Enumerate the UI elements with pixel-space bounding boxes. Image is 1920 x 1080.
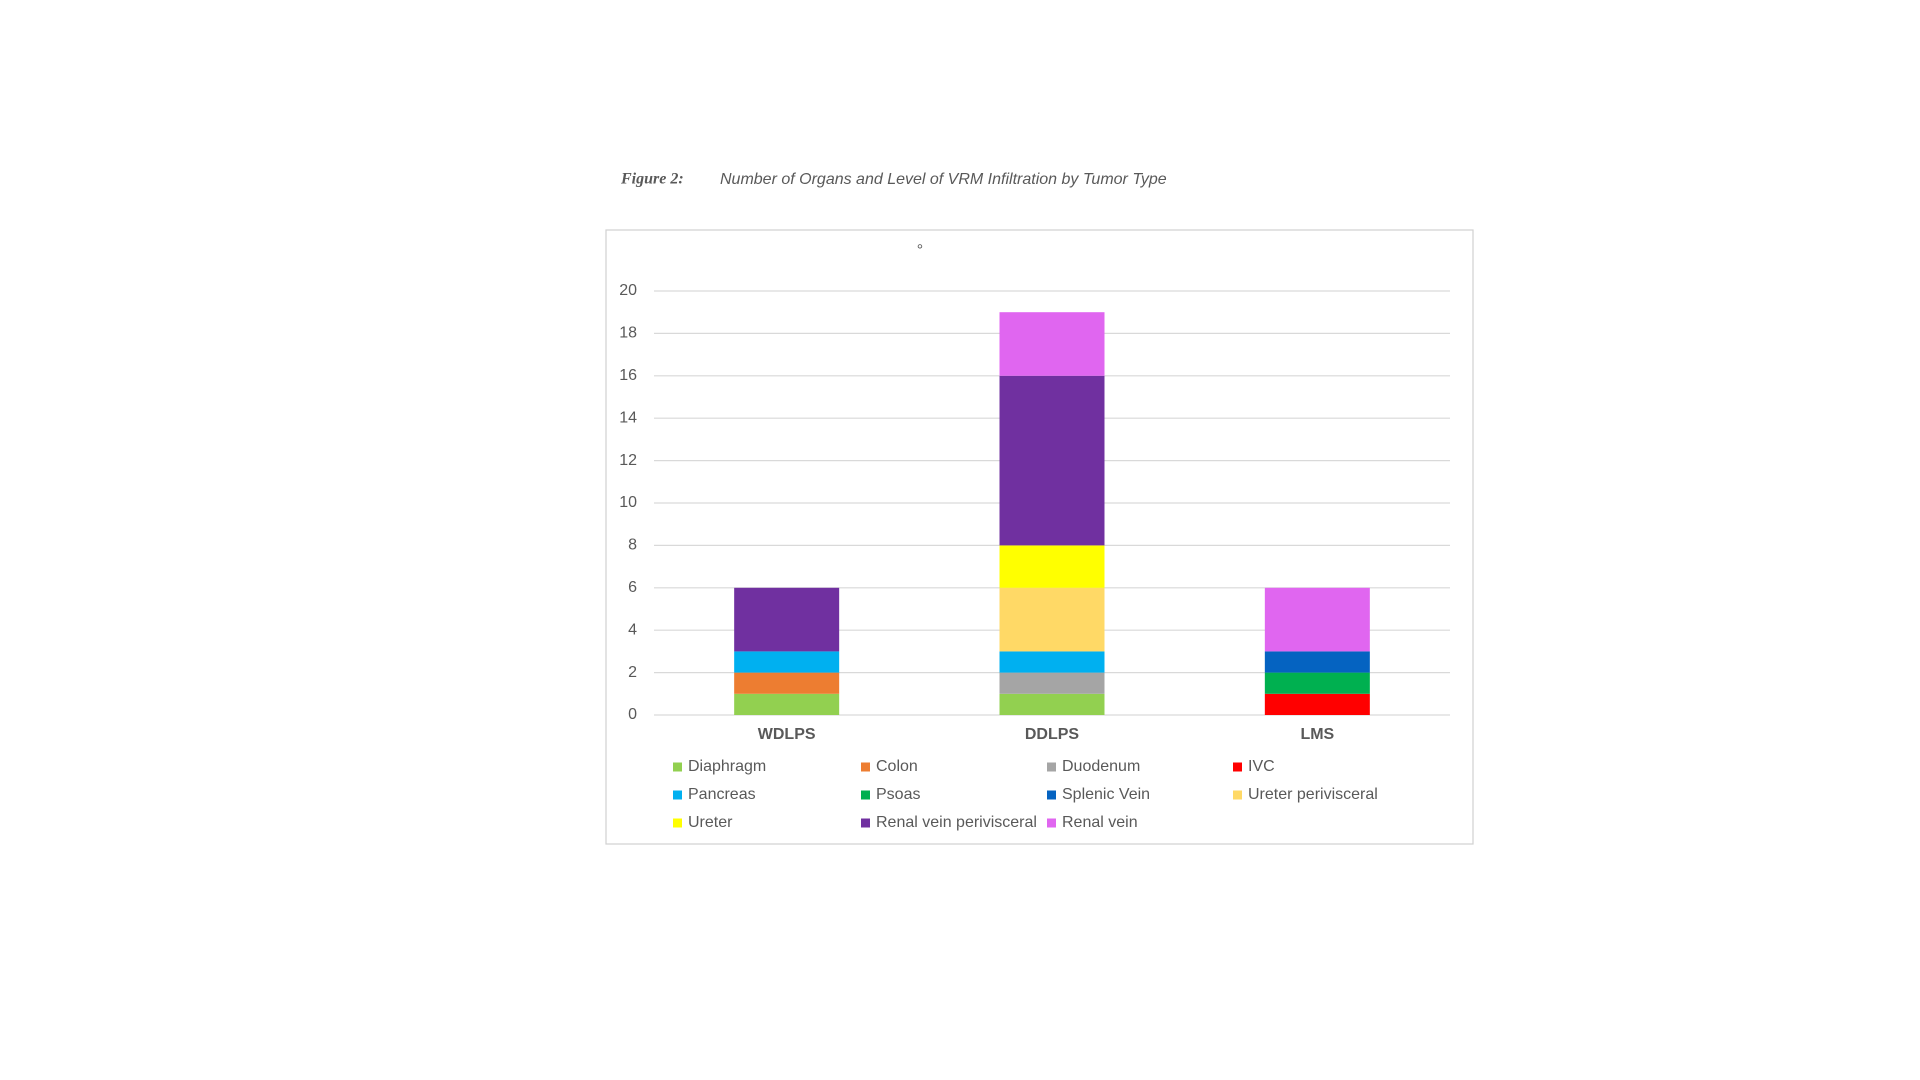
legend-label: Renal vein perivisceral — [876, 814, 1037, 831]
y-tick-label: 0 — [628, 706, 637, 723]
chart-title: Number of Organs and Level of VRM Infilt… — [720, 171, 1167, 188]
bar-segment — [734, 672, 840, 694]
bar-segment — [999, 651, 1105, 673]
legend-swatch — [673, 790, 682, 800]
legend-label: Colon — [876, 758, 918, 775]
bar-segment — [999, 693, 1105, 715]
legend-label: Diaphragm — [688, 758, 766, 775]
bar-segment — [999, 375, 1105, 546]
bar-segment — [734, 587, 840, 652]
bar-segment — [1264, 651, 1370, 673]
legend-swatch — [1233, 762, 1242, 772]
bar-segment — [734, 651, 840, 673]
y-tick-label: 12 — [619, 452, 637, 469]
legend-swatch — [861, 762, 870, 772]
legend-swatch — [1047, 762, 1056, 772]
legend-swatch — [1047, 818, 1056, 828]
bar-segment — [999, 545, 1105, 588]
legend-label: IVC — [1248, 758, 1275, 775]
bar-segment — [1264, 693, 1370, 715]
x-tick-label: WDLPS — [758, 726, 816, 743]
y-tick-label: 18 — [619, 325, 637, 342]
legend-label: Ureter — [688, 814, 733, 831]
bar-segment — [999, 587, 1105, 652]
bar-segment — [999, 312, 1105, 376]
legend-label: Duodenum — [1062, 758, 1140, 775]
legend-label: Psoas — [876, 786, 920, 803]
bar-segment — [1264, 587, 1370, 652]
legend-swatch — [1233, 790, 1242, 800]
legend-swatch — [673, 762, 682, 772]
y-tick-label: 2 — [628, 664, 637, 681]
y-tick-label: 8 — [628, 537, 637, 554]
y-tick-label: 16 — [619, 367, 637, 384]
y-tick-label: 20 — [619, 282, 637, 299]
legend-swatch — [861, 818, 870, 828]
legend-label: Pancreas — [688, 786, 756, 803]
legend-label: Ureter perivisceral — [1248, 786, 1378, 803]
y-tick-label: 10 — [619, 494, 637, 511]
y-tick-label: 6 — [628, 579, 637, 596]
bar-segment — [734, 693, 840, 715]
y-tick-label: 4 — [628, 621, 637, 638]
legend-swatch — [673, 818, 682, 828]
figure-label: Figure 2: — [620, 171, 684, 188]
legend-label: Splenic Vein — [1062, 786, 1150, 803]
bar-segment — [1264, 672, 1370, 694]
legend-swatch — [861, 790, 870, 800]
annotation: ° — [917, 242, 923, 259]
x-tick-label: LMS — [1300, 726, 1334, 743]
y-tick-label: 14 — [619, 409, 637, 426]
legend-label: Renal vein — [1062, 814, 1138, 831]
legend-swatch — [1047, 790, 1056, 800]
x-tick-label: DDLPS — [1025, 726, 1080, 743]
bar-segment — [999, 672, 1105, 694]
